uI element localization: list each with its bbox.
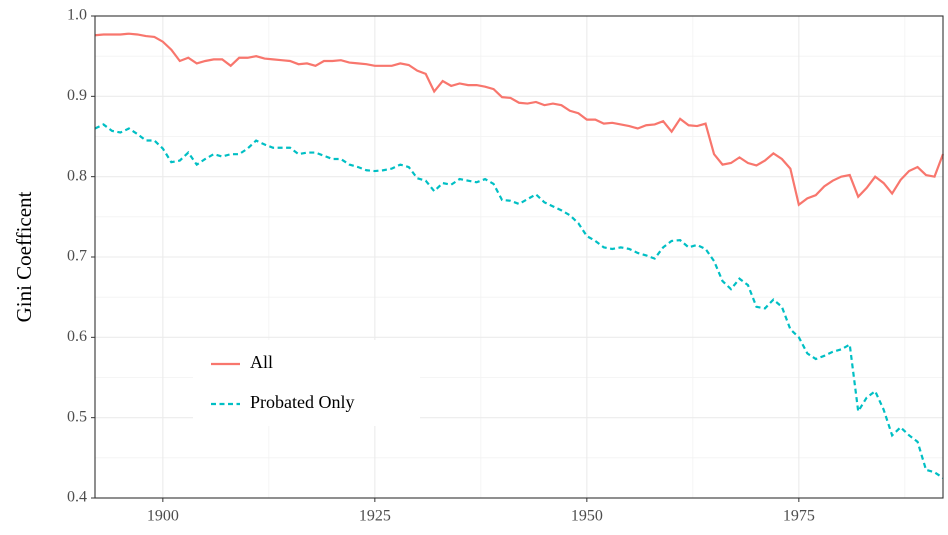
x-tick-label: 1950 — [571, 508, 603, 525]
y-tick-label: 1.0 — [67, 7, 87, 24]
y-tick-label: 0.9 — [67, 87, 87, 104]
series-line — [94, 32, 945, 207]
y-tick-label: 0.8 — [67, 167, 87, 184]
legend-label: All — [250, 352, 273, 372]
y-tick-label: 0.5 — [67, 408, 87, 425]
y-tick-label: 0.4 — [67, 489, 87, 506]
y-tick-label: 0.7 — [67, 248, 87, 265]
plot-area — [94, 32, 945, 479]
y-tick-label: 0.6 — [67, 328, 87, 345]
series-line — [94, 123, 944, 479]
x-tick-label: 1925 — [359, 508, 391, 525]
y-axis-title: Gini Coefficent — [12, 191, 36, 322]
x-tick-label: 1900 — [147, 508, 179, 525]
x-tick-label: 1975 — [783, 508, 815, 525]
legend-box — [193, 340, 420, 426]
legend: All Probated Only — [193, 340, 420, 426]
legend-label: Probated Only — [250, 392, 354, 412]
